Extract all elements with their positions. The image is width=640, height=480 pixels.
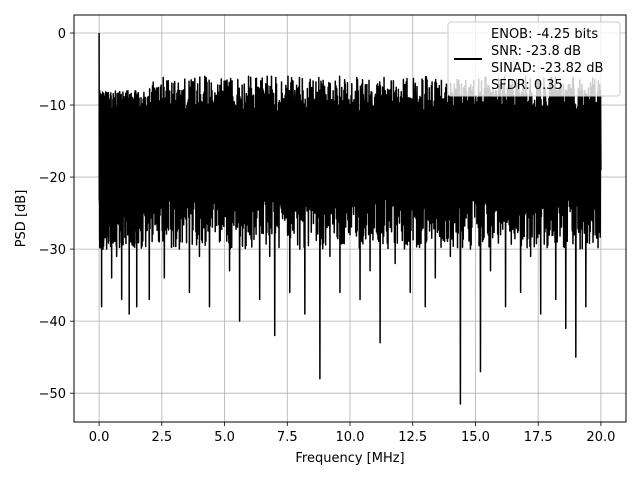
legend-enob: ENOB: -4.25 bits [491, 27, 598, 42]
x-tick-label: 2.5 [151, 430, 172, 445]
x-tick-label: 15.0 [461, 430, 490, 445]
psd-series-line [98, 33, 602, 405]
legend-box [447, 21, 621, 97]
x-axis-label: Frequency [MHz] [295, 451, 404, 466]
y-axis-label: PSD [dB] [14, 190, 29, 248]
x-tick-label: 17.5 [524, 430, 553, 445]
legend: ENOB: -4.25 bits SNR: -23.8 dB SINAD: -2… [447, 21, 621, 97]
x-tick-label: 0.0 [89, 430, 110, 445]
x-tick-label: 7.5 [277, 430, 298, 445]
y-tick-label: −20 [39, 171, 66, 186]
x-tick-label: 10.0 [336, 430, 365, 445]
y-tick-label: −30 [39, 243, 66, 258]
legend-snr: SNR: -23.8 dB [491, 44, 581, 59]
y-tick-label: −40 [39, 315, 66, 330]
x-tick-label: 12.5 [398, 430, 427, 445]
plot-area [98, 33, 602, 405]
y-tick-label: −50 [39, 387, 66, 402]
y-tick-label: −10 [39, 99, 66, 114]
y-tick-label: 0 [58, 27, 66, 42]
x-tick-label: 20.0 [586, 430, 615, 445]
legend-sfdr: SFDR: 0.35 [491, 78, 563, 93]
x-tick-label: 5.0 [214, 430, 235, 445]
axis-ticks: 0.0 2.5 5.0 7.5 10.0 12.5 15.0 17.5 20.0 0 −10 −20 −… [39, 27, 616, 445]
legend-sinad: SINAD: -23.82 dB [491, 61, 603, 76]
